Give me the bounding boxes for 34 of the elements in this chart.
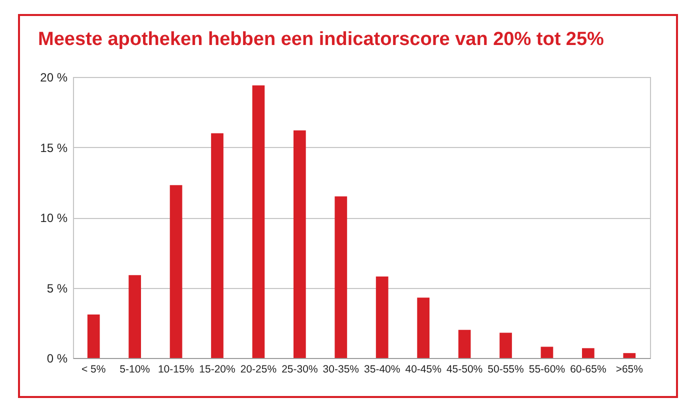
x-tick-label: 60-65% — [570, 364, 606, 376]
chart-title: Meeste apotheken hebben een indicatorscore van 20% tot 25% — [38, 29, 604, 50]
bar — [293, 130, 306, 358]
x-tick-label: 50-55% — [488, 364, 524, 376]
bar — [582, 348, 594, 358]
bar — [87, 314, 100, 358]
bar — [211, 133, 224, 358]
bar — [540, 346, 554, 358]
x-tick-label: < 5% — [81, 364, 106, 376]
bar — [170, 185, 182, 358]
x-tick-label: 40-45% — [405, 364, 442, 376]
y-tick-label: 0 % — [46, 352, 68, 366]
y-tick-label: 20 % — [40, 70, 68, 84]
bar — [458, 330, 471, 358]
bar — [417, 298, 430, 358]
x-tick-label: 20-25% — [240, 364, 277, 376]
y-tick-label: 15 % — [40, 140, 68, 155]
bar — [128, 275, 142, 358]
x-tick-label: 15-20% — [199, 364, 236, 376]
x-tick-label: 55-60% — [528, 364, 566, 376]
bar — [252, 85, 265, 358]
x-tick-label: >65% — [616, 364, 643, 376]
bar — [623, 353, 636, 358]
x-tick-label: 30-35% — [322, 364, 359, 376]
x-tick-label: 5-10% — [120, 364, 150, 376]
x-tick-label: 25-30% — [282, 364, 318, 376]
bar — [334, 196, 348, 358]
bar — [500, 332, 512, 358]
x-tick-label: 35-40% — [364, 364, 400, 376]
bar — [376, 276, 388, 358]
x-tick-label: 10-15% — [158, 364, 194, 376]
x-tick-label: 45-50% — [446, 364, 483, 376]
y-tick-label: 10 % — [40, 211, 68, 225]
y-tick-label: 5 % — [46, 281, 68, 296]
